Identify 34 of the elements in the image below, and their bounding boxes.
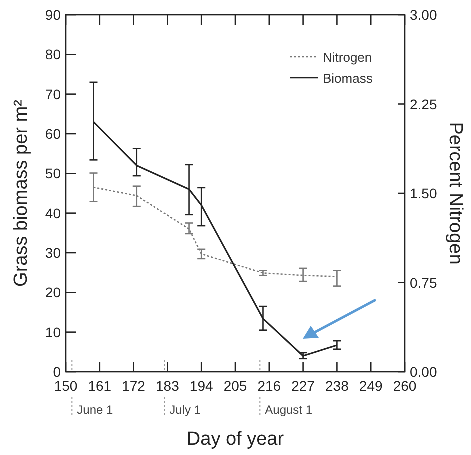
legend-label: Nitrogen (323, 50, 372, 65)
x-tick-label: 172 (122, 378, 146, 394)
y-tick-label: 70 (45, 86, 62, 102)
x-tick-label: 161 (88, 378, 112, 394)
x-tick-label: 183 (156, 378, 180, 394)
y-tick-label: 80 (45, 46, 62, 63)
legend-label: Biomass (323, 71, 374, 86)
x-tick-label: 194 (190, 378, 214, 394)
x-tick-label: 205 (224, 378, 248, 394)
y-axis-title: Grass biomass per m² (11, 100, 32, 287)
y-tick-label: 60 (45, 126, 62, 142)
y-tick-label: 10 (45, 324, 62, 340)
ref-line-label: July 1 (170, 403, 202, 417)
y2-tick-label: 0.00 (410, 364, 438, 380)
y-tick-label: 0 (53, 364, 62, 380)
ref-line-label: August 1 (265, 403, 313, 417)
x-tick-label: 216 (258, 378, 282, 394)
y2-tick-label: 1.50 (410, 186, 438, 202)
y2-tick-label: 2.25 (410, 96, 438, 112)
x-tick-label: 249 (359, 378, 383, 394)
y-tick-label: 30 (45, 245, 62, 261)
x-tick-label: 238 (326, 378, 350, 394)
x-tick-label: 260 (393, 378, 417, 394)
ref-line-label: June 1 (77, 403, 114, 417)
x-axis-title: Day of year (186, 429, 285, 450)
x-tick-label: 150 (54, 378, 78, 394)
y-tick-label: 20 (45, 284, 62, 301)
y-tick-label: 50 (45, 166, 62, 182)
y2-tick-label: 3.00 (410, 7, 438, 23)
x-tick-label: 227 (292, 378, 316, 394)
y2-axis-title: Percent Nitrogen (445, 122, 466, 265)
y2-tick-label: 0.75 (410, 274, 438, 291)
y-tick-label: 90 (45, 7, 62, 23)
y-tick-label: 40 (45, 205, 62, 222)
